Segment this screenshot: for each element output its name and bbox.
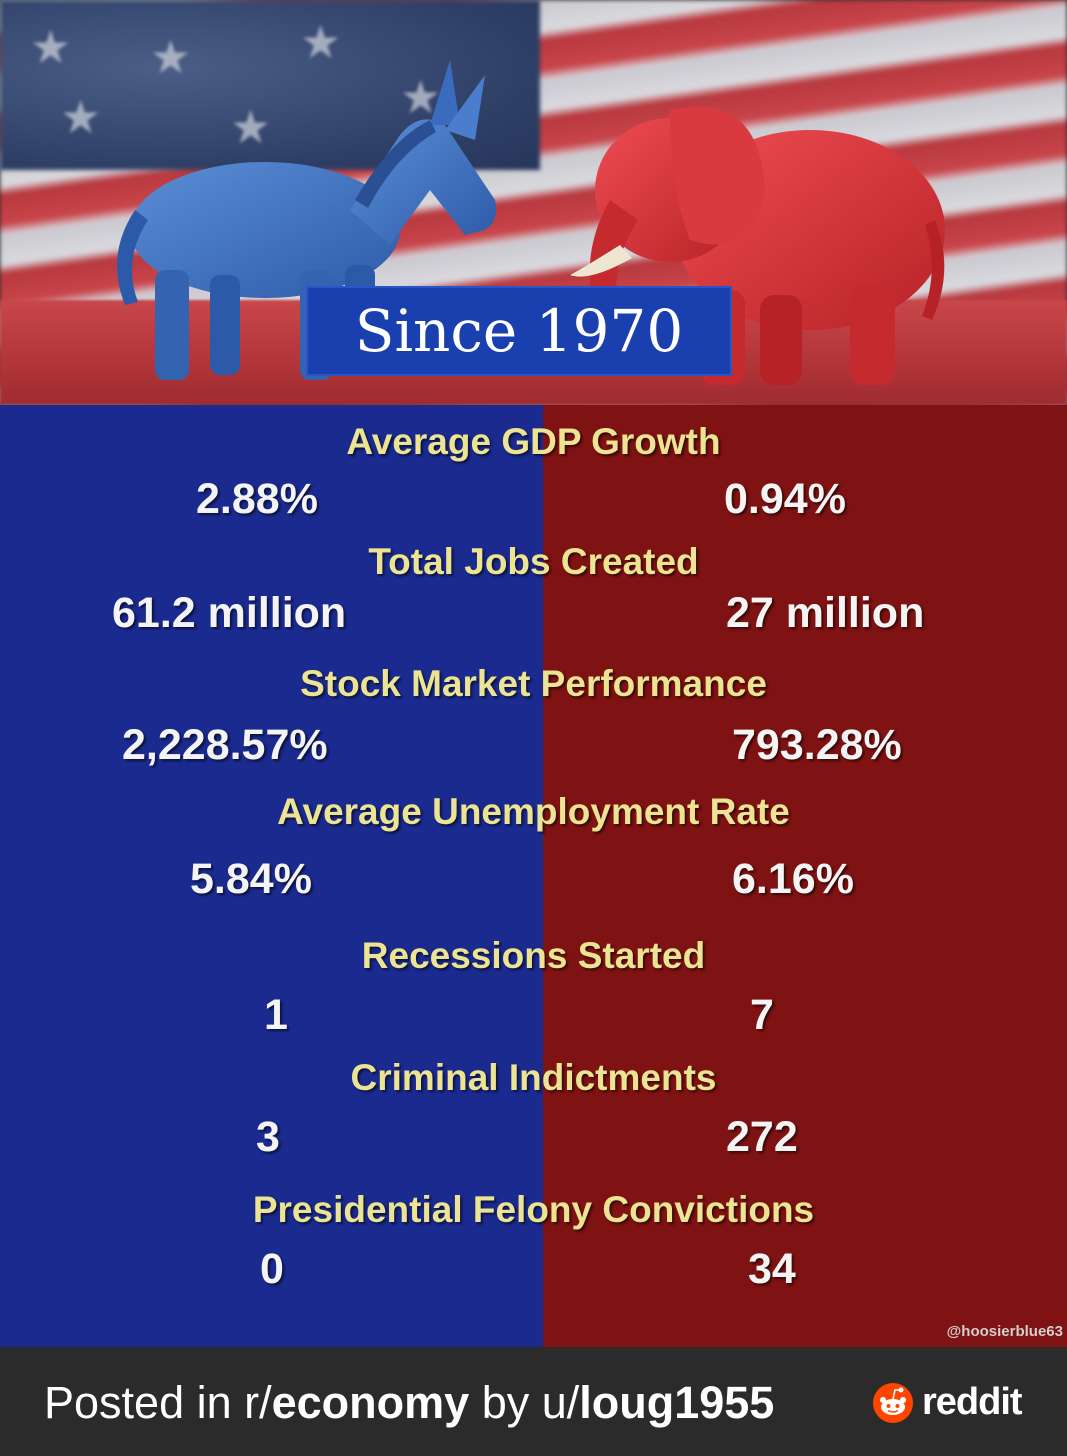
- rep-value-jobs: 27 million: [726, 589, 925, 637]
- metric-title-convictions: Presidential Felony Convictions: [252, 1189, 815, 1230]
- elephant-figurine-icon: [570, 106, 945, 385]
- reddit-logo[interactable]: reddit: [872, 1381, 1023, 1424]
- rep-value-convictions: 34: [748, 1245, 796, 1293]
- democrat-side: [0, 405, 543, 1347]
- dem-value-stock: 2,228.57%: [122, 721, 328, 769]
- subreddit-link[interactable]: economy: [271, 1377, 470, 1428]
- metric-title-recessions: Recessions Started: [361, 935, 706, 976]
- reddit-wordmark: reddit: [922, 1381, 1023, 1423]
- username-link[interactable]: loug1955: [579, 1377, 775, 1428]
- dem-value-gdp: 2.88%: [196, 475, 318, 523]
- dem-value-indictments: 3: [256, 1113, 280, 1161]
- posted-by-prefix: by u/: [469, 1377, 580, 1428]
- rep-value-gdp: 0.94%: [724, 475, 846, 523]
- hero-photo: ★ ★ ★ ★ ★ ★: [0, 0, 1067, 405]
- donkey-figurine-icon: [117, 60, 497, 380]
- flag-star-icon: ★: [30, 21, 72, 73]
- metric-title-jobs: Total Jobs Created: [368, 541, 699, 582]
- republican-side: [543, 405, 1067, 1347]
- posted-in-prefix: Posted in r/: [44, 1377, 272, 1428]
- rep-value-recessions: 7: [750, 991, 774, 1039]
- rep-value-indictments: 272: [726, 1113, 798, 1161]
- metric-title-unemployment: Average Unemployment Rate: [277, 791, 790, 832]
- flag-star-icon: ★: [60, 91, 102, 143]
- dem-value-recessions: 1: [264, 991, 288, 1039]
- metric-title-indictments: Criminal Indictments: [350, 1057, 717, 1098]
- rep-value-unemployment: 6.16%: [732, 855, 854, 903]
- flag-star-icon: ★: [230, 101, 272, 153]
- reddit-post-footer: Posted in r/economy by u/loug1955 reddit: [0, 1347, 1067, 1456]
- banner-title: Since 1970: [354, 297, 684, 365]
- dem-value-convictions: 0: [260, 1245, 284, 1293]
- metric-title-gdp: Average GDP Growth: [346, 421, 721, 462]
- flag-star-icon: ★: [150, 31, 192, 83]
- author-credit: @hoosierblue63: [946, 1323, 1063, 1340]
- comparison-panel: Average GDP Growth 2.88% 0.94% Total Job…: [0, 405, 1067, 1347]
- since-1970-banner: Since 1970: [306, 286, 732, 376]
- dem-value-jobs: 61.2 million: [112, 589, 347, 637]
- flag-star-icon: ★: [300, 16, 342, 68]
- metric-title-stock: Stock Market Performance: [300, 663, 767, 704]
- dem-value-unemployment: 5.84%: [190, 855, 312, 903]
- reddit-snoo-icon: [873, 1382, 913, 1423]
- posted-in-line: Posted in r/economy by u/loug1955: [44, 1377, 774, 1429]
- infographic-image: ★ ★ ★ ★ ★ ★: [0, 0, 1067, 1347]
- rep-value-stock: 793.28%: [732, 721, 902, 769]
